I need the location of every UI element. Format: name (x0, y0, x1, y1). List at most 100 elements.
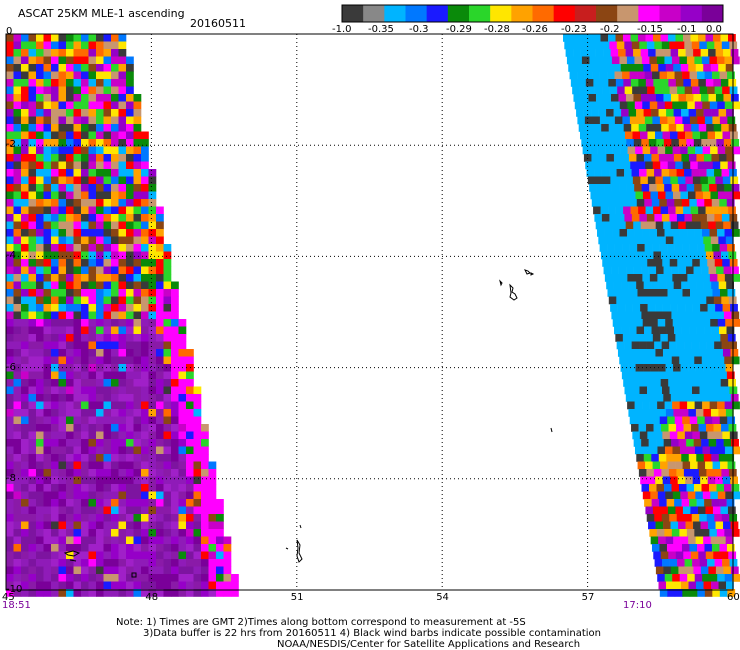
wind-cell (36, 259, 44, 267)
wind-cell (28, 424, 37, 432)
wind-cell (66, 349, 74, 357)
wind-cell (716, 484, 725, 492)
wind-cell (21, 49, 29, 57)
wind-cell (163, 446, 172, 455)
wind-cell (632, 304, 641, 312)
wind-cell (51, 244, 59, 252)
wind-cell (141, 566, 149, 575)
wind-cell (609, 41, 618, 50)
wind-cell (156, 319, 164, 327)
wind-cell (126, 454, 134, 462)
wind-cell (685, 394, 694, 402)
wind-cell (223, 589, 232, 597)
wind-cell (111, 259, 119, 267)
wind-cell (163, 469, 172, 477)
wind-cell (118, 574, 127, 582)
wind-cell (88, 281, 97, 290)
wind-cell (711, 581, 719, 590)
wind-cell (595, 131, 603, 140)
swath-left (6, 34, 239, 597)
wind-cell (73, 559, 82, 567)
wind-cell (118, 589, 127, 597)
wind-cell (686, 529, 695, 537)
wind-cell (201, 431, 209, 440)
wind-cell (111, 499, 119, 507)
wind-cell (103, 379, 112, 387)
wind-cell (564, 41, 573, 50)
wind-cell (28, 94, 37, 102)
wind-cell (684, 514, 693, 522)
wind-cell (652, 289, 661, 297)
wind-cell (654, 214, 663, 222)
wind-cell (28, 274, 37, 282)
wind-cell (6, 146, 14, 155)
wind-cell (36, 469, 44, 477)
wind-cell (141, 491, 149, 500)
wind-cell (689, 71, 698, 80)
wind-cell (694, 184, 702, 192)
wind-cell (669, 41, 678, 50)
wind-cell (51, 379, 59, 387)
wind-cell (627, 191, 636, 200)
wind-cell (609, 214, 618, 222)
wind-cell (665, 364, 674, 372)
wind-cell (726, 454, 735, 462)
wind-cell (141, 214, 149, 222)
wind-cell (148, 581, 157, 590)
wind-cell (601, 214, 610, 222)
wind-cell (660, 334, 669, 342)
wind-cell (709, 101, 718, 110)
wind-cell (96, 169, 104, 177)
wind-cell (118, 431, 127, 440)
wind-cell (652, 244, 660, 252)
wind-cell (13, 574, 22, 582)
wind-cell (616, 341, 625, 350)
wind-cell (186, 424, 194, 432)
wind-cell (208, 581, 217, 590)
wind-cell (88, 79, 97, 87)
wind-cell (711, 109, 719, 117)
wind-cell (685, 221, 694, 230)
wind-cell (58, 424, 67, 432)
wind-cell (148, 296, 157, 305)
wind-cell (156, 214, 164, 222)
wind-cell (683, 296, 692, 305)
wind-cell (705, 461, 713, 470)
wind-cell (639, 431, 648, 440)
wind-cell (81, 409, 89, 417)
wind-cell (679, 356, 688, 365)
wind-cell (680, 491, 689, 500)
wind-cell (692, 476, 701, 485)
wind-cell (687, 229, 695, 237)
wind-cell (171, 289, 179, 297)
wind-cell (36, 79, 44, 87)
wind-cell (66, 416, 74, 425)
wind-cell (6, 311, 14, 320)
wind-cell (627, 101, 636, 110)
wind-cell (156, 266, 164, 275)
coastline (296, 539, 303, 563)
wind-cell (613, 281, 622, 290)
wind-cell (652, 334, 661, 342)
colorbar (341, 4, 724, 23)
wind-cell (702, 574, 711, 582)
wind-cell (671, 529, 680, 537)
wind-cell (36, 71, 44, 80)
wind-cell (73, 266, 82, 275)
wind-cell (171, 416, 179, 425)
wind-cell (58, 326, 67, 335)
wind-cell (96, 439, 104, 447)
wind-cell (36, 499, 44, 507)
wind-cell (36, 229, 44, 237)
wind-cell (673, 581, 682, 590)
wind-cell (21, 334, 29, 342)
wind-cell (672, 101, 681, 110)
wind-cell (156, 431, 164, 440)
wind-cell (621, 281, 629, 290)
wind-cell (677, 131, 686, 140)
wind-cell (719, 116, 728, 125)
wind-cell (6, 71, 14, 80)
wind-cell (43, 349, 52, 357)
wind-cell (676, 41, 685, 50)
wind-cell (6, 581, 14, 590)
